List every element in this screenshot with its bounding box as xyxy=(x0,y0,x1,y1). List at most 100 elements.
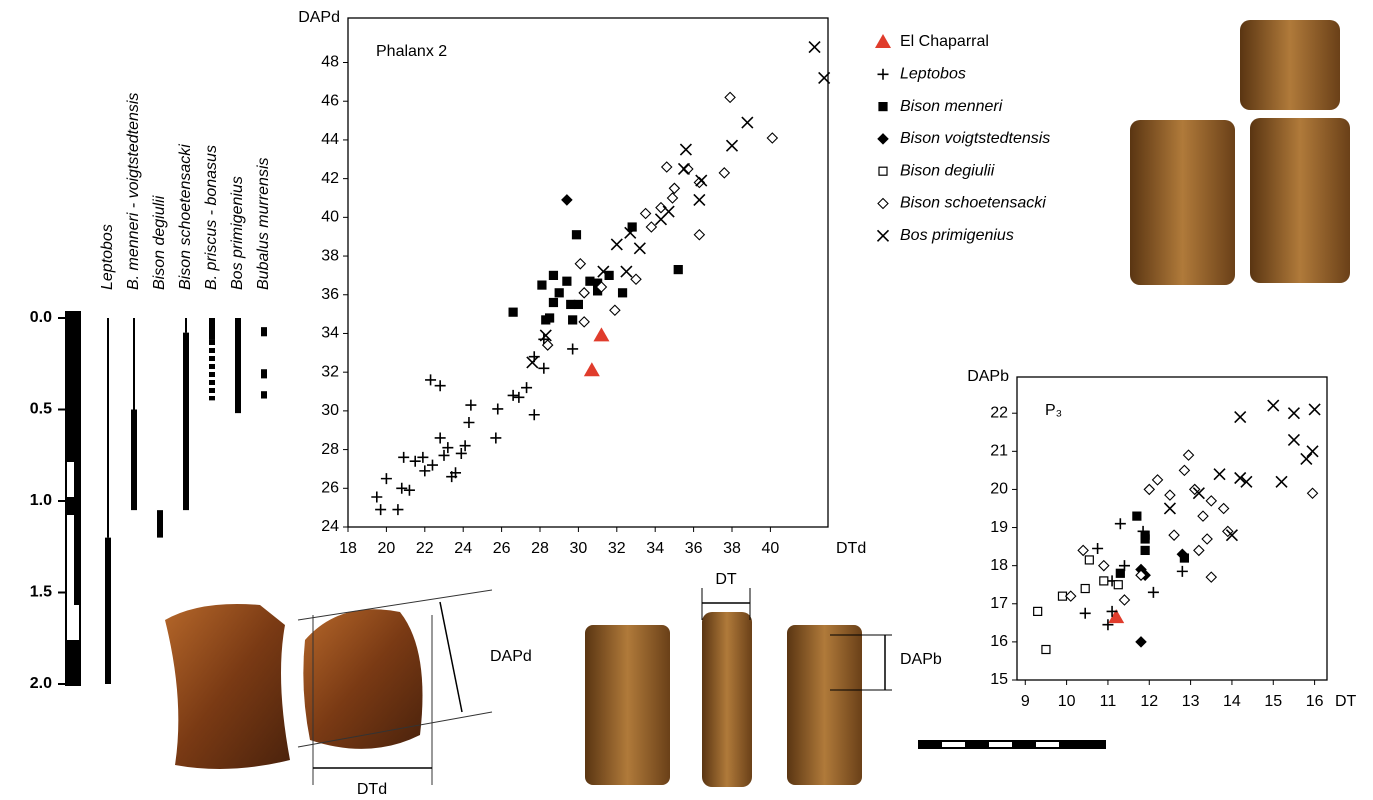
marker xyxy=(375,504,386,515)
marker xyxy=(1115,518,1126,529)
marker xyxy=(1288,408,1299,419)
marker xyxy=(371,492,382,503)
x-tick-label: 18 xyxy=(339,540,357,557)
x-tick-label: 32 xyxy=(608,540,626,557)
x-tick-label: 12 xyxy=(1140,693,1158,710)
taxon-label: Bison schoetensacki xyxy=(177,144,194,290)
marker xyxy=(1136,637,1146,647)
marker xyxy=(538,363,549,374)
x-tick-label: 28 xyxy=(531,540,549,557)
x-tick-label: 10 xyxy=(1058,693,1076,710)
legend-label: Bos primigenius xyxy=(900,227,1014,244)
marker xyxy=(392,504,403,515)
y-tick-label: 44 xyxy=(321,131,339,148)
x-tick-label: 15 xyxy=(1264,693,1282,710)
marker xyxy=(555,289,563,297)
x-tick-label: 13 xyxy=(1182,693,1200,710)
y-tick-label: 20 xyxy=(990,481,1008,498)
marker xyxy=(404,485,415,496)
marker xyxy=(527,357,538,368)
marker xyxy=(809,42,820,53)
taxon-label: Bubalus murrensis xyxy=(255,158,272,291)
marker xyxy=(621,266,632,277)
marker xyxy=(1165,490,1175,500)
marker xyxy=(593,327,609,341)
marker xyxy=(694,194,705,205)
marker xyxy=(529,409,540,420)
marker xyxy=(725,92,735,102)
x-tick-label: 34 xyxy=(646,540,664,557)
photo-label: DAPd xyxy=(490,648,532,665)
taxon-label: Bos primigenius xyxy=(229,176,246,290)
marker xyxy=(680,144,691,155)
y-tick-label: 16 xyxy=(990,633,1008,650)
photo-label: DT xyxy=(715,571,737,588)
y-tick-label: 32 xyxy=(321,363,339,380)
marker xyxy=(674,266,682,274)
marker xyxy=(694,230,704,240)
marker xyxy=(1034,607,1042,615)
plot-frame xyxy=(348,18,828,527)
marker xyxy=(509,308,517,316)
marker xyxy=(1092,543,1103,554)
marker xyxy=(1081,585,1089,593)
marker xyxy=(1219,503,1229,513)
x-tick-label: 11 xyxy=(1100,693,1117,710)
legend-marker xyxy=(879,103,887,111)
marker xyxy=(1085,556,1093,564)
x-tick-label: 24 xyxy=(454,540,472,557)
marker xyxy=(1307,446,1318,457)
marker xyxy=(1100,577,1108,585)
y-tick-label: 17 xyxy=(990,595,1008,612)
legend-label: El Chaparral xyxy=(900,33,989,50)
legend-label: Bison voigtstedtensis xyxy=(900,130,1050,147)
x-tick-label: 30 xyxy=(570,540,588,557)
y-tick-label: 19 xyxy=(990,519,1008,536)
marker xyxy=(631,274,641,284)
marker xyxy=(563,277,571,285)
marker xyxy=(465,400,476,411)
marker xyxy=(435,432,446,443)
plot-frame xyxy=(1017,377,1327,680)
marker xyxy=(398,452,409,463)
y-axis-label: DAPd xyxy=(298,9,340,26)
marker xyxy=(508,390,519,401)
x-tick-label: 20 xyxy=(378,540,396,557)
y-tick-label: 40 xyxy=(321,209,339,226)
marker xyxy=(572,231,580,239)
marker xyxy=(1119,595,1129,605)
marker xyxy=(1080,608,1091,619)
x-axis-label: DTd xyxy=(836,540,866,557)
marker xyxy=(655,214,666,225)
legend-label: Bison degiulii xyxy=(900,162,995,179)
marker xyxy=(567,300,575,308)
x-tick-label: 40 xyxy=(762,540,780,557)
marker xyxy=(490,432,501,443)
marker xyxy=(463,417,474,428)
y-tick-label: 21 xyxy=(990,443,1008,460)
legend-label: Bison menneri xyxy=(900,98,1003,115)
photo-label: DTd xyxy=(357,781,387,798)
x-tick-label: 22 xyxy=(416,540,434,557)
marker xyxy=(1184,450,1194,460)
marker xyxy=(641,208,651,218)
y-tick-label: 42 xyxy=(321,170,339,187)
legend-marker xyxy=(878,199,888,209)
y-axis-label: DAPb xyxy=(967,368,1009,385)
marker xyxy=(574,300,582,308)
marker xyxy=(1235,473,1246,484)
marker xyxy=(1066,591,1076,601)
legend-marker xyxy=(879,167,887,175)
y-tick-label: 36 xyxy=(321,286,339,303)
y-tick-label: 22 xyxy=(990,404,1008,421)
taxon-label: Bison degiulii xyxy=(151,195,168,290)
y-tick-label: 34 xyxy=(321,325,339,342)
marker xyxy=(435,380,446,391)
legend-marker xyxy=(878,69,889,80)
y-tick-label: 18 xyxy=(990,557,1008,574)
legend-marker xyxy=(878,230,889,241)
marker xyxy=(727,140,738,151)
y-tick-label: 2.0 xyxy=(30,675,52,692)
marker xyxy=(1288,434,1299,445)
legend-marker xyxy=(875,34,891,48)
